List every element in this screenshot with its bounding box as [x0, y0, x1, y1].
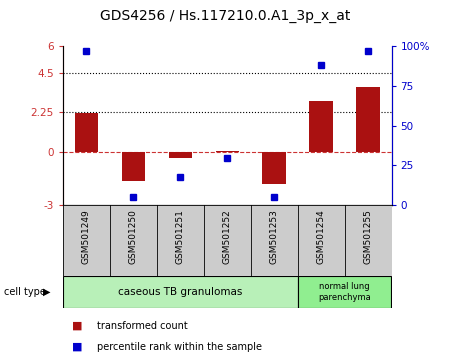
Bar — [122, 152, 145, 181]
Bar — [297, 276, 392, 308]
Bar — [356, 87, 380, 152]
Text: GSM501251: GSM501251 — [176, 209, 185, 264]
Text: GSM501250: GSM501250 — [129, 209, 138, 264]
Bar — [75, 113, 98, 152]
Text: GSM501255: GSM501255 — [364, 209, 373, 264]
Text: ■: ■ — [72, 321, 82, 331]
Text: normal lung
parenchyma: normal lung parenchyma — [318, 282, 371, 302]
Bar — [262, 152, 286, 184]
Bar — [63, 276, 297, 308]
Text: GSM501252: GSM501252 — [223, 209, 232, 264]
Text: GSM501254: GSM501254 — [317, 209, 326, 264]
Bar — [169, 152, 192, 158]
Text: GSM501253: GSM501253 — [270, 209, 279, 264]
Text: caseous TB granulomas: caseous TB granulomas — [118, 287, 243, 297]
Text: percentile rank within the sample: percentile rank within the sample — [97, 342, 262, 352]
Text: transformed count: transformed count — [97, 321, 188, 331]
Text: ■: ■ — [72, 342, 82, 352]
Text: GDS4256 / Hs.117210.0.A1_3p_x_at: GDS4256 / Hs.117210.0.A1_3p_x_at — [100, 9, 350, 23]
Text: ▶: ▶ — [43, 287, 50, 297]
Text: GSM501249: GSM501249 — [82, 209, 91, 264]
Bar — [310, 101, 333, 152]
Text: cell type: cell type — [4, 287, 46, 297]
